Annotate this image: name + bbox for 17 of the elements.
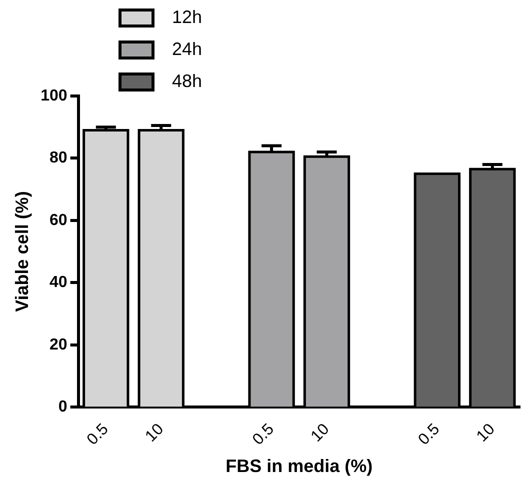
y-axis-title: Viable cell (%) xyxy=(12,191,32,312)
y-tick-label: 100 xyxy=(40,87,68,104)
y-tick-label: 0 xyxy=(58,398,68,416)
legend-label: 24h xyxy=(172,38,202,59)
x-tick-label: 0.5 xyxy=(250,420,278,449)
x-tick-label: 10 xyxy=(142,420,168,446)
x-axis-title: FBS in media (%) xyxy=(226,456,373,476)
y-tick-label: 40 xyxy=(50,274,68,292)
y-tick-label: 80 xyxy=(50,150,68,167)
x-tick-label: 0.5 xyxy=(415,420,444,449)
legend-label: 12h xyxy=(172,6,202,27)
x-tick-label: 10 xyxy=(308,420,333,446)
y-tick-label: 60 xyxy=(50,212,68,229)
x-tick-label: 0.5 xyxy=(84,420,112,449)
y-tick-label: 20 xyxy=(50,336,68,354)
x-tick-label: 10 xyxy=(474,420,498,446)
legend-label: 48h xyxy=(172,70,202,91)
